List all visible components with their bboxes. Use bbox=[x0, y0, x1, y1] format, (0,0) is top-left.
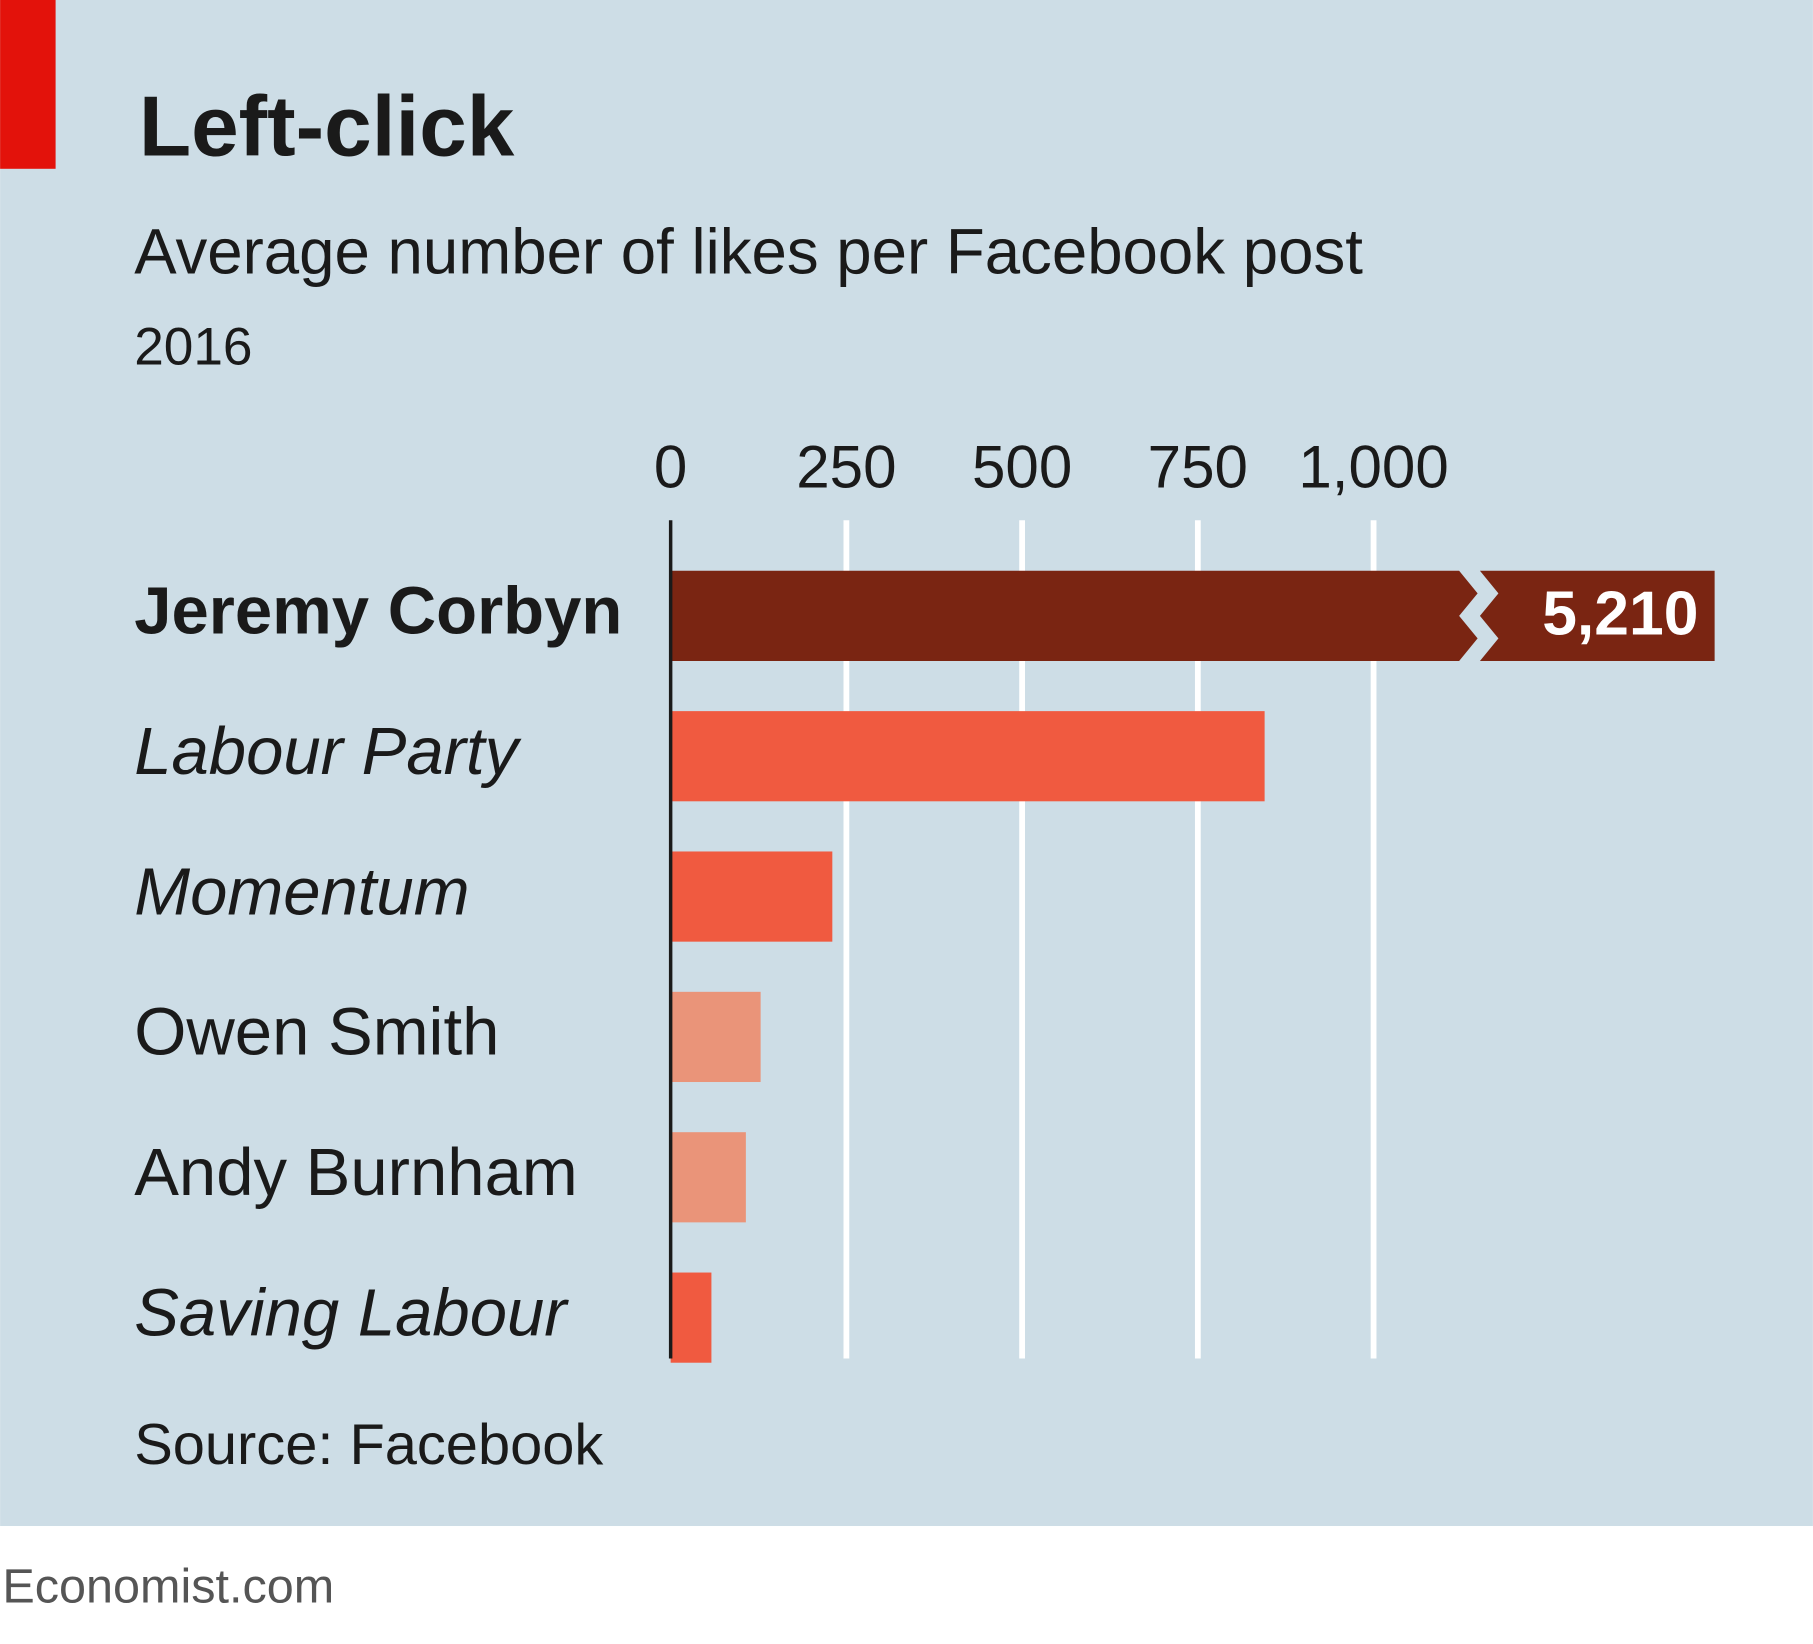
chart-subtitle: Average number of likes per Facebook pos… bbox=[134, 216, 1363, 287]
x-tick-label: 0 bbox=[654, 434, 687, 501]
value-label-box bbox=[1479, 570, 1715, 661]
footer-background bbox=[0, 1526, 1813, 1644]
bar bbox=[670, 851, 833, 942]
y-tick-label: Labour Party bbox=[134, 714, 521, 789]
y-tick-label: Saving Labour bbox=[134, 1275, 569, 1350]
bar bbox=[670, 711, 1265, 802]
value-label: 5,210 bbox=[1542, 579, 1698, 649]
red-tab bbox=[0, 0, 56, 169]
x-tick-label: 1,000 bbox=[1298, 434, 1448, 501]
period: 2016 bbox=[134, 317, 252, 376]
footer: Economist.com bbox=[2, 1559, 334, 1613]
bar bbox=[670, 991, 761, 1083]
x-tick-label: 750 bbox=[1148, 434, 1248, 501]
y-tick-label: Andy Burnham bbox=[134, 1135, 578, 1210]
bar bbox=[670, 570, 1478, 661]
bar bbox=[670, 1132, 746, 1223]
x-tick-label: 500 bbox=[972, 434, 1072, 501]
y-tick-label: Momentum bbox=[134, 854, 469, 929]
chart-title: Left-click bbox=[139, 80, 515, 175]
y-tick-label: Jeremy Corbyn bbox=[134, 574, 622, 649]
y-tick-label: Owen Smith bbox=[134, 995, 499, 1070]
source: Source: Facebook bbox=[134, 1413, 603, 1477]
bar bbox=[670, 1272, 712, 1363]
x-tick-label: 250 bbox=[796, 434, 896, 501]
